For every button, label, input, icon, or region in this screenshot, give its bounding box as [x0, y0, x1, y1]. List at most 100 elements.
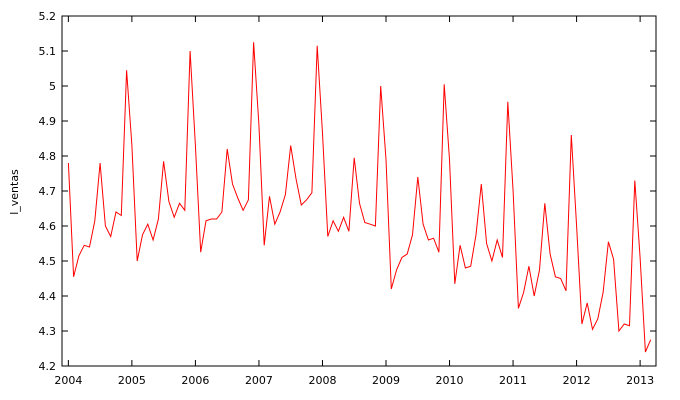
data-point: [629, 325, 630, 326]
data-point: [565, 290, 566, 291]
data-point: [285, 194, 286, 195]
data-point: [121, 215, 122, 216]
data-point: [587, 302, 588, 303]
data-point: [280, 211, 281, 212]
y-tick-label: 4.7: [39, 185, 57, 198]
data-point: [131, 145, 132, 146]
data-point: [375, 225, 376, 226]
x-tick-label: 2012: [563, 374, 591, 387]
data-point: [237, 197, 238, 198]
data-point: [174, 217, 175, 218]
x-tick-label: 2009: [372, 374, 400, 387]
data-point: [290, 145, 291, 146]
x-tick-label: 2006: [181, 374, 209, 387]
data-point: [327, 236, 328, 237]
data-point: [555, 276, 556, 277]
data-point: [428, 239, 429, 240]
data-point: [190, 50, 191, 51]
data-point: [258, 124, 259, 125]
y-axis: 4.2 4.3 4.4 4.5 4.6 4.7 4.8 4.9 5 5.1 5.2: [39, 10, 656, 373]
data-point: [523, 292, 524, 293]
data-point: [195, 145, 196, 146]
data-point: [179, 203, 180, 204]
data-point: [507, 101, 508, 102]
y-tick-label: 4.4: [39, 290, 57, 303]
data-point: [343, 217, 344, 218]
data-point: [396, 269, 397, 270]
data-point: [100, 162, 101, 163]
data-point: [613, 259, 614, 260]
data-point: [528, 266, 529, 267]
y-tick-label: 4.2: [39, 360, 57, 373]
data-point: [147, 224, 148, 225]
data-point: [211, 218, 212, 219]
data-point: [534, 295, 535, 296]
data-point: [364, 222, 365, 223]
data-point: [486, 243, 487, 244]
data-point: [539, 269, 540, 270]
data-point: [248, 199, 249, 200]
data-point: [152, 239, 153, 240]
data-point: [200, 252, 201, 253]
data-point: [163, 161, 164, 162]
data-point: [221, 211, 222, 212]
data-point: [645, 351, 646, 352]
data-point: [205, 220, 206, 221]
data-point: [158, 218, 159, 219]
y-tick-label: 4.9: [39, 115, 57, 128]
data-point: [89, 246, 90, 247]
data-point: [317, 45, 318, 46]
x-tick-label: 2005: [118, 374, 146, 387]
data-point: [608, 241, 609, 242]
data-point: [618, 330, 619, 331]
plot-frame: [61, 15, 657, 367]
y-tick-label: 5.1: [39, 45, 57, 58]
data-point: [73, 276, 74, 277]
data-point: [184, 210, 185, 211]
plot-border: [61, 15, 657, 367]
data-point: [470, 266, 471, 267]
data-point: [640, 257, 641, 258]
series-layer: [67, 42, 652, 353]
data-point: [544, 203, 545, 204]
data-point: [332, 220, 333, 221]
data-point: [475, 234, 476, 235]
y-tick-label: 5.2: [39, 10, 57, 23]
data-point: [301, 204, 302, 205]
data-point: [385, 159, 386, 160]
x-tick-label: 2010: [436, 374, 464, 387]
data-point: [438, 252, 439, 253]
data-point: [227, 148, 228, 149]
data-point: [444, 84, 445, 85]
data-point: [216, 218, 217, 219]
y-tick-label: 5: [49, 80, 56, 93]
x-tick-label: 2013: [626, 374, 654, 387]
data-point: [68, 162, 69, 163]
data-point: [126, 70, 127, 71]
data-point: [274, 224, 275, 225]
x-tick-label: 2004: [54, 374, 82, 387]
data-point: [295, 178, 296, 179]
data-point: [370, 224, 371, 225]
x-tick-label: 2008: [308, 374, 336, 387]
data-point: [602, 292, 603, 293]
data-point: [581, 323, 582, 324]
y-tick-label: 4.6: [39, 220, 57, 233]
data-point: [592, 329, 593, 330]
data-point: [380, 85, 381, 86]
data-point: [460, 245, 461, 246]
data-point: [115, 211, 116, 212]
data-point: [433, 238, 434, 239]
data-point: [502, 257, 503, 258]
data-point: [391, 288, 392, 289]
data-point: [624, 323, 625, 324]
data-point: [497, 239, 498, 240]
data-point: [253, 42, 254, 43]
data-point: [412, 234, 413, 235]
data-point: [597, 318, 598, 319]
y-tick-label: 4.5: [39, 255, 57, 268]
data-point: [576, 225, 577, 226]
data-point: [110, 236, 111, 237]
data-point: [269, 196, 270, 197]
